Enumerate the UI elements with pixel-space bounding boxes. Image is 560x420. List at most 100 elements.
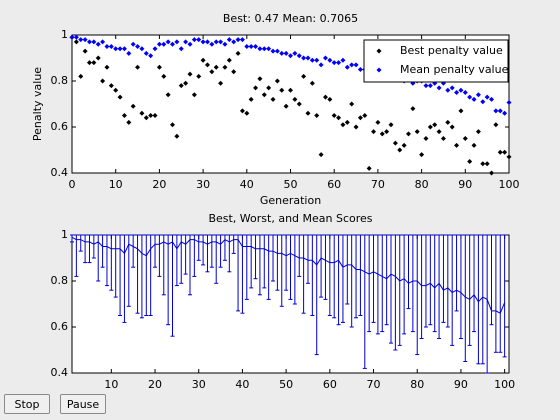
data-point	[183, 39, 189, 45]
figure: Best: 0.47 Mean: 0.7065 Generation Penalty…	[31, 12, 520, 391]
data-point	[78, 73, 84, 79]
data-point	[200, 57, 206, 63]
data-point	[467, 94, 473, 100]
data-point	[148, 113, 154, 118]
data-point	[440, 136, 446, 141]
data-point	[296, 101, 302, 107]
x-tick-label: 30	[196, 178, 210, 191]
y-tick-label: 0.8	[51, 74, 69, 87]
data-point	[91, 60, 97, 66]
data-point	[156, 64, 162, 70]
data-point	[371, 129, 377, 135]
x-tick-label: 0	[69, 178, 76, 191]
data-point	[331, 60, 337, 66]
data-point	[445, 87, 451, 93]
data-point	[331, 113, 337, 118]
data-point	[178, 46, 184, 52]
data-point	[196, 73, 202, 79]
data-point	[231, 39, 237, 45]
data-point	[209, 41, 215, 47]
legend-marker	[376, 67, 382, 73]
data-point	[445, 119, 451, 125]
data-point	[117, 94, 123, 100]
data-point	[362, 113, 368, 118]
data-point	[143, 115, 149, 121]
chart-title: Best: 0.47 Mean: 0.7065	[223, 12, 358, 25]
data-point	[506, 154, 512, 160]
data-point	[139, 46, 145, 52]
x-tick-label: 60	[327, 178, 341, 191]
data-point	[121, 113, 127, 118]
data-point	[135, 44, 141, 49]
data-point	[130, 41, 136, 47]
data-point	[471, 142, 477, 148]
x-tick-label: 80	[410, 378, 424, 391]
x-tick-label: 20	[148, 378, 162, 391]
data-point	[244, 110, 250, 116]
data-point	[493, 108, 499, 114]
data-point	[253, 44, 259, 49]
data-point	[152, 113, 158, 118]
y-tick-label: 0.8	[51, 274, 69, 287]
data-point	[410, 106, 416, 112]
data-point	[283, 103, 289, 109]
data-point	[283, 50, 289, 56]
x-tick-label: 50	[279, 378, 293, 391]
data-point	[266, 85, 272, 91]
x-tick-label: 20	[152, 178, 166, 191]
data-point	[266, 46, 272, 52]
data-point	[226, 37, 232, 43]
data-point	[183, 80, 189, 86]
data-point	[454, 90, 460, 95]
data-point	[436, 129, 442, 135]
data-point	[489, 170, 495, 176]
data-point	[73, 34, 79, 40]
data-point	[86, 60, 92, 66]
data-point	[178, 83, 184, 89]
data-point	[388, 122, 394, 128]
data-point	[218, 39, 224, 45]
x-axis-label: Generation	[260, 194, 321, 207]
data-point	[467, 159, 473, 164]
data-point	[392, 140, 398, 146]
data-point	[257, 76, 263, 82]
data-point	[152, 46, 158, 52]
data-point	[261, 46, 267, 52]
data-point	[449, 85, 455, 91]
data-point	[379, 131, 385, 137]
data-point	[222, 64, 228, 70]
data-point	[108, 44, 114, 49]
data-point	[436, 85, 442, 91]
pause-button[interactable]: Pause	[60, 394, 106, 414]
data-point	[458, 108, 464, 114]
data-point	[366, 165, 372, 171]
data-point	[117, 46, 123, 52]
x-tick-label: 100	[499, 178, 520, 191]
data-point	[318, 62, 324, 68]
data-point	[191, 92, 197, 98]
data-point	[414, 129, 420, 135]
data-point	[253, 85, 259, 91]
data-point	[121, 46, 127, 52]
stop-button[interactable]: Stop	[4, 394, 50, 414]
chart-title: Best, Worst, and Mean Scores	[208, 212, 372, 225]
data-point	[113, 46, 119, 52]
data-point	[156, 41, 162, 47]
y-tick-label: 0.6	[51, 120, 69, 133]
data-point	[170, 41, 176, 47]
data-point	[165, 92, 171, 98]
data-point	[135, 64, 141, 70]
data-point	[235, 37, 241, 43]
data-point	[139, 110, 145, 116]
data-point	[484, 161, 490, 167]
data-point	[235, 50, 241, 56]
data-point	[458, 87, 464, 93]
data-point	[73, 39, 79, 45]
data-point	[506, 100, 512, 106]
data-point	[401, 142, 407, 148]
data-point	[248, 44, 254, 49]
data-point	[231, 69, 237, 75]
data-point	[357, 67, 363, 72]
data-point	[471, 96, 477, 102]
